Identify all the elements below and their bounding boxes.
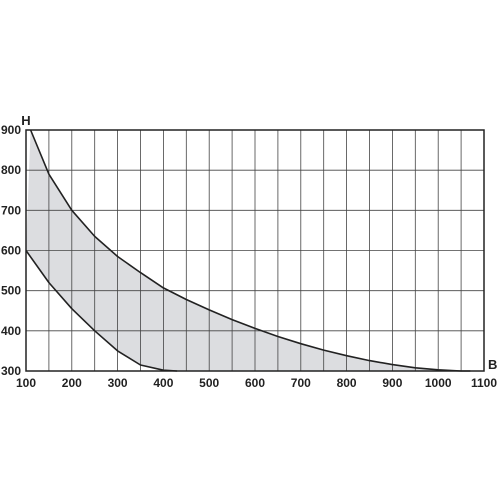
y-tick-label: 900 [1, 123, 21, 137]
x-axis-label: B [488, 357, 497, 372]
x-tick-label: 700 [291, 376, 311, 390]
plot-frame [25, 129, 485, 372]
x-tick-label: 400 [153, 376, 173, 390]
x-tick-label: 100 [16, 376, 36, 390]
upper-curve [29, 129, 471, 372]
lower-curve [25, 250, 178, 372]
x-tick-label: 900 [382, 376, 402, 390]
y-axis-label: H [21, 113, 30, 128]
x-tick-label: 600 [245, 376, 265, 390]
y-tick-label: 700 [1, 203, 21, 217]
y-tick-label: 500 [1, 284, 21, 298]
y-tick-label: 800 [1, 163, 21, 177]
x-tick-label: 500 [199, 376, 219, 390]
x-tick-label: 800 [337, 376, 357, 390]
shaded-region [26, 130, 471, 371]
y-tick-label: 400 [1, 324, 21, 338]
x-tick-label: 1000 [425, 376, 452, 390]
x-tick-label: 1100 [471, 376, 497, 390]
y-tick-label: 600 [1, 244, 21, 258]
x-tick-label: 300 [108, 376, 128, 390]
x-tick-label: 200 [62, 376, 82, 390]
y-tick-label: 300 [1, 364, 21, 378]
